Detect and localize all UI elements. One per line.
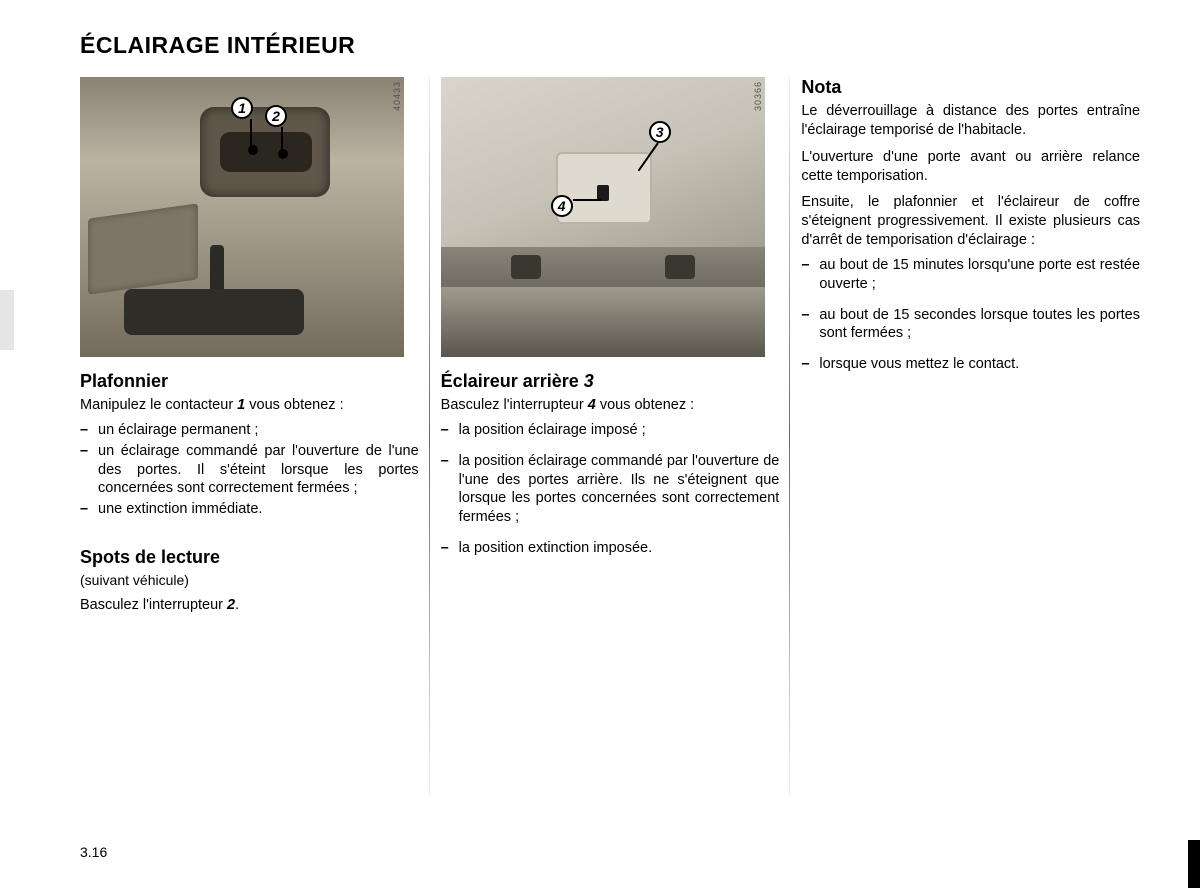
spots-text: Basculez l'interrupteur 2. [80,596,419,615]
text: Manipulez le contacteur [80,397,237,413]
heading-eclaireur: Éclaireur arrière 3 [441,371,780,392]
text: Basculez l'interrupteur [441,397,588,413]
text: Éclaireur arrière [441,371,584,391]
page-title: ÉCLAIRAGE INTÉRIEUR [80,32,1140,59]
column-1: 40433 1 2 Plafonnier Manipulez le contac… [80,77,419,615]
ref-4: 4 [588,397,596,413]
list-item: au bout de 15 minutes lorsqu'une porte e… [801,256,1140,294]
nota-p2: L'ouverture d'une porte avant ou arrière… [801,148,1140,186]
list-item: un éclairage commandé par l'ouverture de… [80,442,419,499]
text: vous obtenez : [596,397,694,413]
nota-p1: Le déverrouillage à distance des portes … [801,102,1140,140]
column-divider-2 [789,77,790,797]
callout-4: 4 [551,195,573,217]
callout-2: 2 [265,105,287,127]
heading-spots: Spots de lecture [80,547,419,568]
page-number: 3.16 [80,844,107,860]
page-edge-marker [1188,840,1200,888]
list-item: la position extinction imposée. [441,539,780,558]
figure-rear-light: 30366 3 4 [441,77,765,357]
list-item: un éclairage permanent ; [80,421,419,440]
column-3: Nota Le déverrouillage à distance des po… [801,77,1140,615]
callout-4-leader [573,199,601,201]
eclaireur-intro: Basculez l'interrupteur 4 vous obtenez : [441,396,780,415]
ref-2: 2 [227,597,235,613]
callout-1-leader [250,119,252,149]
figure-id-2: 30366 [753,81,763,111]
list-item: la position éclairage imposé ; [441,421,780,440]
eclaireur-list: la position éclairage imposé ; la positi… [441,421,780,558]
text: Basculez l'interrupteur [80,597,227,613]
heading-plafonnier: Plafonnier [80,371,419,392]
text: . [235,597,239,613]
column-2: 30366 3 4 Éclaireur arrière 3 Basculez l… [441,77,780,615]
spots-subnote: (suivant véhicule) [80,572,419,588]
list-item: une extinction immédiate. [80,500,419,519]
list-item: au bout de 15 secondes lorsque toutes le… [801,306,1140,344]
heading-nota: Nota [801,77,1140,98]
list-item: lorsque vous mettez le contact. [801,355,1140,374]
column-divider-1 [429,77,430,797]
content-columns: 40433 1 2 Plafonnier Manipulez le contac… [80,77,1140,615]
plafonnier-intro: Manipulez le contacteur 1 vous obtenez : [80,396,419,415]
callout-1: 1 [231,97,253,119]
callout-3: 3 [649,121,671,143]
nota-p3: Ensuite, le plafonnier et l'éclaireur de… [801,193,1140,250]
figure-id-1: 40433 [392,81,402,111]
list-item: la position éclairage commandé par l'ouv… [441,452,780,527]
nota-list: au bout de 15 minutes lorsqu'une porte e… [801,256,1140,374]
text: vous obtenez : [245,397,343,413]
ref-3: 3 [584,371,594,391]
callout-2-leader [281,127,283,153]
figure-ceiling-light: 40433 1 2 [80,77,404,357]
page-thumb-tab [0,290,14,350]
plafonnier-list: un éclairage permanent ; un éclairage co… [80,421,419,519]
